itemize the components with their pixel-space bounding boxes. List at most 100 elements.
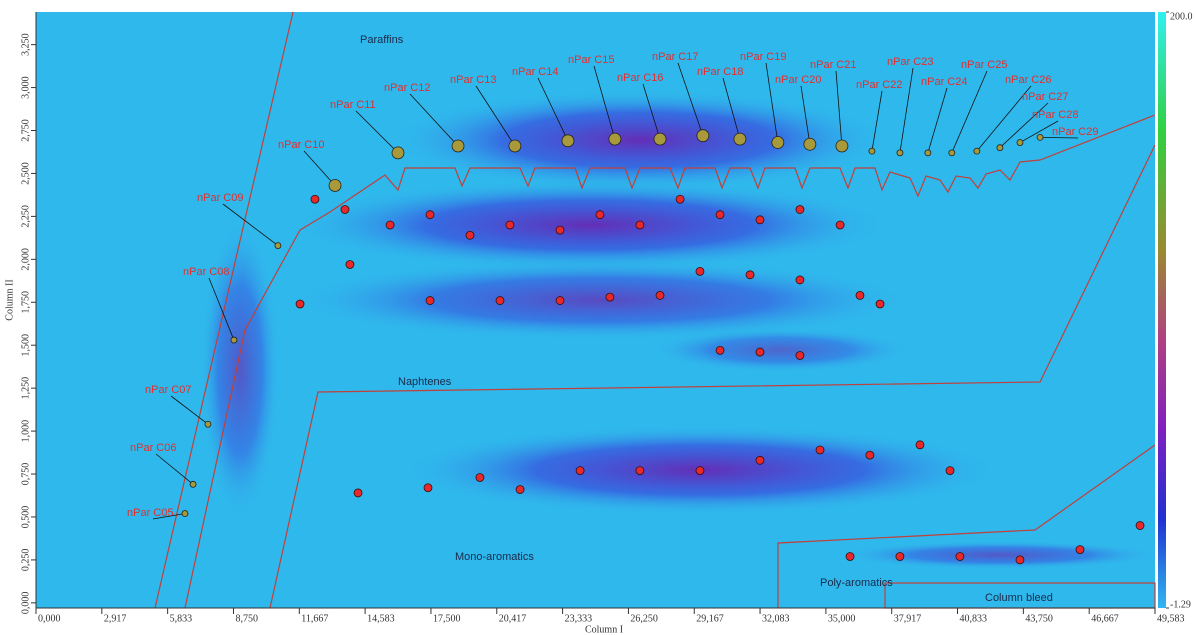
y-tick-label: 1,000 (20, 420, 31, 443)
leader-line (1040, 136, 1079, 139)
leader-line (593, 65, 616, 140)
y-tick-label: 1,750 (20, 291, 31, 314)
peak (505, 220, 515, 230)
x-tick-label: 43,750 (1025, 613, 1053, 624)
leader-line (677, 62, 704, 136)
y-tick-label: 2,500 (20, 162, 31, 185)
y-tick-label: 1,500 (20, 334, 31, 357)
npar-peak (948, 149, 956, 157)
peak-label: nPar C22 (856, 79, 902, 91)
leader-line (409, 93, 459, 147)
region-label: Paraffins (360, 34, 404, 46)
peak (423, 483, 433, 493)
peak (745, 270, 755, 280)
peak (835, 220, 845, 230)
npar-peak (803, 137, 817, 151)
peak (340, 205, 350, 214)
peak (695, 266, 705, 276)
leader-line (208, 277, 235, 341)
leader-line (155, 453, 194, 485)
peak-label: nPar C23 (887, 56, 933, 68)
peak (555, 225, 565, 235)
y-tick-label: 0,250 (20, 549, 31, 572)
peak (755, 347, 765, 357)
peak (655, 291, 665, 300)
peak (1075, 545, 1085, 555)
y-tick-label: 2,750 (20, 119, 31, 142)
peak-label: nPar C12 (384, 82, 430, 94)
peak (795, 205, 805, 214)
region-label: Mono-aromatics (455, 551, 534, 563)
smear (650, 328, 910, 372)
peak (755, 215, 765, 225)
peak (635, 466, 645, 475)
peak (385, 220, 395, 230)
y-tick-label: 2,250 (20, 205, 31, 228)
x-tick-label: 49,583 (1157, 613, 1185, 624)
peak (675, 194, 685, 204)
leader-line (899, 67, 914, 153)
x-tick-label: 35,000 (828, 613, 856, 624)
npar-peak (230, 336, 238, 344)
leader-line (642, 83, 661, 140)
leader-line (722, 77, 741, 140)
peak (475, 473, 485, 482)
peak (575, 466, 585, 475)
npar-peak (274, 242, 282, 249)
leader-line (835, 70, 843, 147)
peak-label: nPar C10 (278, 139, 324, 151)
npar-peak (451, 139, 465, 153)
leader-line (927, 87, 948, 153)
npar-peak (733, 132, 747, 146)
x-tick-label: 5,833 (170, 613, 193, 624)
y-tick-label: 0,750 (20, 463, 31, 486)
peak (1015, 555, 1025, 565)
peak-label: nPar C13 (450, 74, 496, 86)
peak (605, 292, 615, 302)
peak (715, 210, 725, 220)
x-axis-label: Column I (585, 624, 623, 635)
peak (795, 351, 805, 360)
peak-label: nPar C08 (183, 266, 229, 278)
peak (955, 552, 965, 561)
npar-peak (996, 144, 1004, 152)
region-label: Naphtenes (398, 376, 452, 388)
npar-peak (653, 132, 667, 146)
peak (345, 260, 355, 269)
peak-label: nPar C27 (1022, 91, 1068, 103)
peak-label: nPar C18 (697, 66, 743, 78)
y-tick-label: 3,250 (20, 33, 31, 56)
colorbar-label: -1.29 (1170, 599, 1191, 610)
x-tick-label: 40,833 (960, 613, 988, 624)
peak-label: nPar C20 (775, 74, 821, 86)
peak (495, 296, 505, 305)
peak-label: nPar C14 (512, 66, 558, 78)
peak (425, 296, 435, 305)
naphtene-boundary (269, 144, 1156, 609)
x-tick-label: 2,917 (104, 613, 127, 624)
leader-line (800, 85, 811, 145)
peak (295, 299, 305, 309)
peak (945, 466, 955, 475)
leader-line (1019, 120, 1059, 143)
leader-line (303, 150, 336, 186)
y-tick-label: 0,000 (20, 592, 31, 615)
y-tick-label: 0,500 (20, 506, 31, 529)
npar-peak (771, 136, 785, 149)
peak (715, 345, 725, 355)
peak-label: nPar C24 (921, 76, 967, 88)
y-tick-label: 2,000 (20, 248, 31, 271)
peak-label: nPar C09 (197, 192, 243, 204)
peak-label: nPar C16 (617, 72, 663, 84)
leader-line (355, 110, 399, 154)
x-tick-label: 17,500 (433, 613, 461, 624)
colorbar-label: 200.0 (1170, 11, 1193, 22)
x-tick-label: 37,917 (894, 613, 922, 624)
peak (865, 450, 875, 460)
x-tick-label: 46,667 (1091, 613, 1119, 624)
npar-peak (924, 149, 932, 157)
npar-peak (561, 134, 575, 148)
peak-label: nPar C21 (810, 59, 856, 71)
leader-line (152, 513, 186, 520)
